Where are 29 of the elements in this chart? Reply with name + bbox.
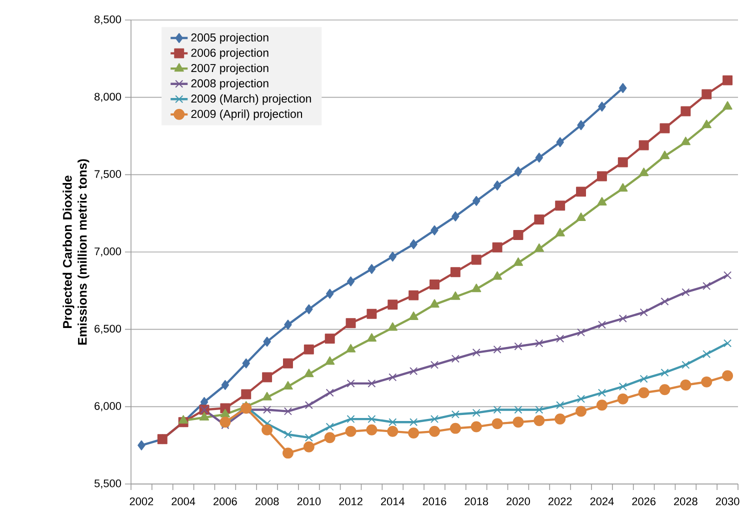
x-tick-label: 2030: [716, 498, 740, 506]
legend-label: 2009 (April) projection: [191, 110, 302, 120]
x-tick-label: 2006: [214, 498, 237, 506]
x-tick-label: 2016: [422, 498, 446, 506]
legend-label: 2009 (March) projection: [191, 94, 311, 105]
y-tick-label: 8,000: [94, 92, 122, 102]
x-tick-label: 2004: [172, 498, 196, 506]
x-tick-label: 2022: [548, 498, 572, 506]
y-tick-label: 6,500: [94, 324, 122, 334]
x-tick-label: 2024: [590, 498, 614, 506]
legend-label: 2005 projection: [191, 33, 268, 44]
y-tick-label: 5,500: [94, 479, 122, 489]
x-tick-label: 2026: [632, 498, 656, 506]
x-tick-label: 2010: [297, 498, 321, 506]
x-tick-label: 2012: [339, 498, 362, 506]
x-tick-label: 2002: [130, 498, 154, 506]
y-tick-label: 7,000: [94, 247, 122, 257]
legend-label: 2006 projection: [191, 48, 268, 60]
x-tick-label: 2020: [506, 498, 530, 506]
x-tick-label: 2008: [255, 498, 279, 506]
x-tick-label: 2014: [381, 498, 404, 506]
legend-label: 2008 projection: [191, 78, 268, 90]
y-tick-label: 7,500: [94, 170, 122, 180]
y-axis-title: Projected Carbon Dioxide Emissions (million metric tons): [62, 159, 90, 345]
x-tick-label: 2018: [464, 498, 488, 506]
x-tick-label: 2028: [674, 498, 698, 506]
y-tick-label: 6,000: [94, 402, 122, 412]
y-tick-label: 8,500: [94, 15, 122, 25]
legend-label: 2007 projection: [191, 64, 268, 74]
